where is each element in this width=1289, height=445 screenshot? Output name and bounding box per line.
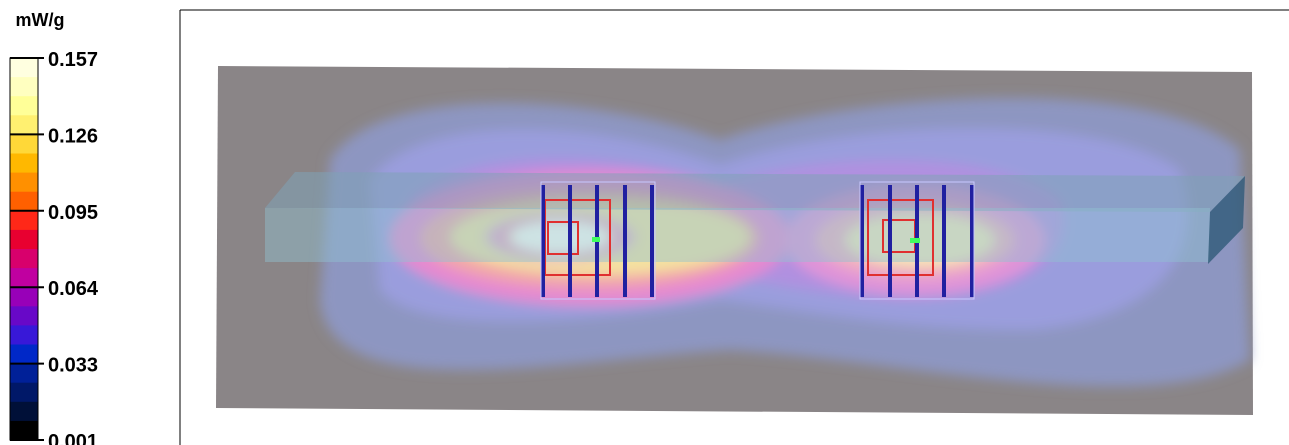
field-plot	[216, 66, 1253, 415]
tick-label: 0.064	[48, 278, 99, 300]
color-band	[10, 345, 38, 365]
color-band	[10, 173, 38, 193]
color-legend: mW/g 0.157 0.126 0.095 0.064 0.033 0.001	[10, 10, 99, 445]
color-band	[10, 115, 38, 135]
tick-label: 0.095	[48, 202, 98, 224]
color-band	[10, 77, 38, 97]
color-band	[10, 58, 38, 78]
color-band	[10, 192, 38, 212]
tick-label: 0.157	[48, 49, 98, 71]
color-band	[10, 383, 38, 403]
color-band	[10, 306, 38, 326]
color-band	[10, 287, 38, 307]
color-band	[10, 402, 38, 422]
color-band	[10, 230, 38, 250]
legend-unit: mW/g	[16, 10, 65, 30]
color-band	[10, 211, 38, 231]
tick-label: 0.033	[48, 355, 98, 377]
color-band	[10, 268, 38, 288]
color-band	[10, 421, 38, 441]
color-band	[10, 96, 38, 116]
color-band	[10, 364, 38, 384]
color-band	[10, 325, 38, 345]
bar-top	[265, 172, 1245, 212]
color-bar	[10, 58, 38, 441]
tick-label: 0.001	[48, 431, 98, 445]
color-band	[10, 249, 38, 269]
bar-front	[265, 208, 1210, 262]
screen: mW/g 0.157 0.126 0.095 0.064 0.033 0.001	[0, 0, 1289, 445]
tick-label: 0.126	[48, 125, 98, 147]
color-band	[10, 154, 38, 174]
color-band	[10, 134, 38, 154]
